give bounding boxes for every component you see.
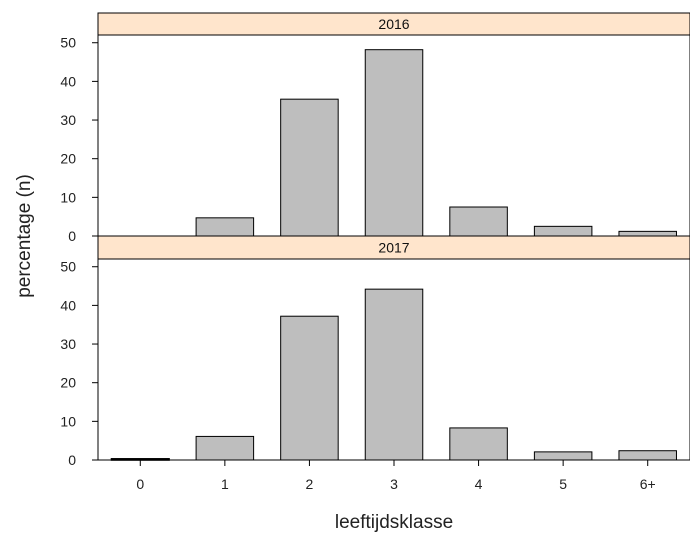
y-tick-label: 30	[60, 112, 76, 128]
y-tick-label: 0	[68, 452, 76, 468]
y-tick-label: 40	[60, 73, 76, 89]
x-tick-label-2: 2	[306, 476, 314, 492]
y-axis: 0 10 20 30 40 50 0 10 20 30 40 50	[60, 35, 98, 468]
y-tick-label: 40	[60, 297, 76, 313]
y-tick-label: 50	[60, 259, 76, 275]
y-tick-label: 50	[60, 35, 76, 51]
bar-2017-1	[195, 435, 255, 461]
bar-2017-6+	[618, 450, 677, 461]
y-tick-label: 0	[68, 228, 76, 244]
bar-2017-5	[533, 451, 593, 461]
bar-2017-4	[449, 427, 508, 461]
y-tick-label: 20	[60, 375, 76, 391]
x-tick-label-5: 5	[559, 476, 567, 492]
bar-2016-4	[449, 206, 508, 237]
bar-2016-3	[364, 49, 424, 237]
bar-2016-6+	[618, 230, 677, 237]
x-tick-label-4: 4	[475, 476, 483, 492]
x-tick-label-3: 3	[390, 476, 398, 492]
panel-2016: 2016	[97, 12, 690, 237]
panel-2017: 2017	[97, 235, 690, 461]
y-tick-label: 20	[60, 151, 76, 167]
y-tick-label: 10	[60, 413, 76, 429]
y-tick-label: 10	[60, 189, 76, 205]
bar-2016-1	[195, 217, 255, 237]
bar-2017-2	[280, 315, 339, 461]
bar-2016-5	[533, 225, 593, 237]
panels-layer: 2016 2017	[97, 12, 690, 461]
x-axis-title: leeftijdsklasse	[335, 512, 453, 533]
x-tick-label-6+: 6+	[640, 476, 656, 492]
x-axis: 0 1 2 3 4 5 6+	[136, 460, 656, 492]
strip-label-2017: 2017	[378, 240, 409, 256]
x-tick-label-0: 0	[136, 476, 144, 492]
bar-2017-3	[364, 288, 424, 461]
bar-2016-2	[280, 98, 339, 237]
y-axis-title: percentage (n)	[14, 174, 35, 298]
y-tick-label: 30	[60, 336, 76, 352]
strip-label-2016: 2016	[378, 16, 409, 32]
x-tick-label-1: 1	[221, 476, 229, 492]
